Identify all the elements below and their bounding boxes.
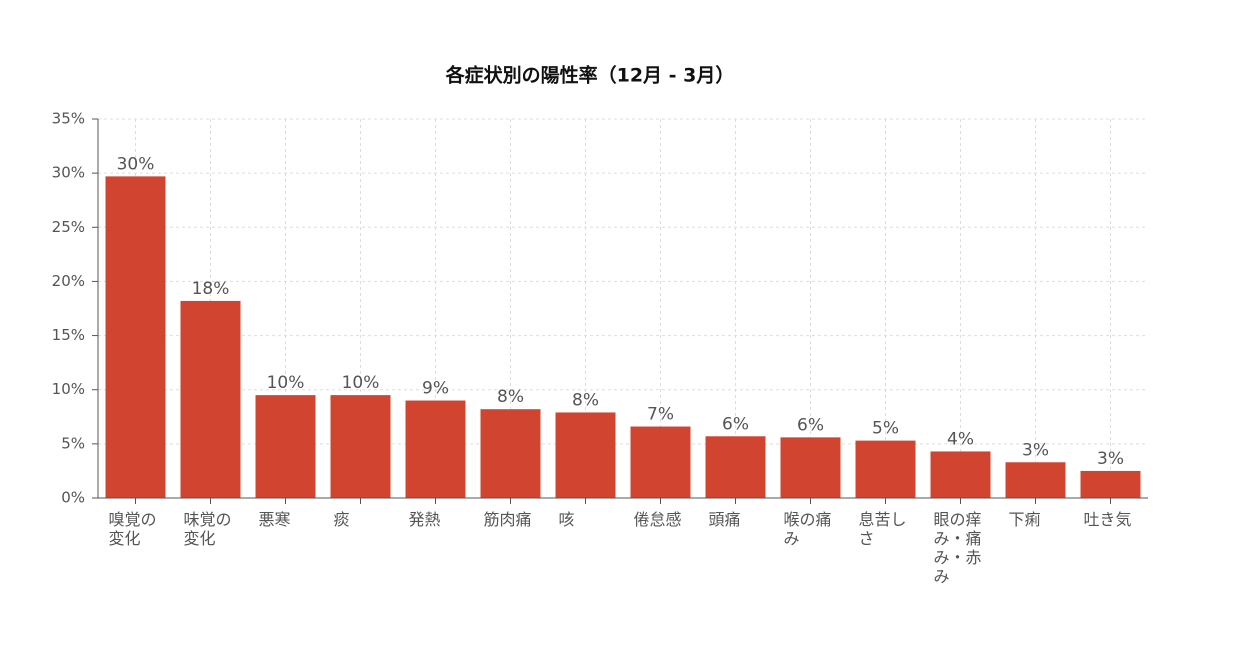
value-label: 18% (192, 279, 230, 299)
bar (780, 437, 841, 498)
x-tick-label: 悪寒 (258, 510, 291, 529)
value-label: 6% (797, 415, 824, 435)
value-label: 3% (1097, 449, 1124, 469)
x-tick-label: 息苦しさ (858, 510, 907, 548)
value-label: 4% (947, 429, 974, 449)
bar (330, 395, 391, 498)
y-tick-label: 0% (61, 489, 85, 507)
bar (180, 300, 241, 498)
x-tick-label: 喉の痛み (783, 510, 832, 548)
value-label: 8% (497, 387, 524, 407)
x-tick-label: 痰 (333, 510, 350, 529)
y-tick-label: 15% (52, 326, 85, 344)
bar (1005, 462, 1066, 498)
x-tick-label: 味覚の変化 (183, 510, 232, 548)
y-tick-label: 10% (52, 380, 85, 398)
value-label: 5% (872, 419, 899, 439)
value-label: 8% (572, 390, 599, 410)
x-tick-label: 発熱 (408, 510, 441, 529)
chart-title: 各症状別の陽性率（12月 - 3月） (445, 64, 735, 87)
y-tick-label: 5% (61, 434, 85, 452)
bar (930, 451, 991, 498)
x-tick-label: 眼の痒み・痛み・赤み (933, 510, 982, 586)
x-tick-label: 頭痛 (708, 510, 741, 529)
x-tick-label: 筋肉痛 (483, 510, 532, 529)
bar (105, 176, 166, 499)
x-tick-label: 咳 (558, 510, 575, 529)
x-tick-label: 吐き気 (1083, 510, 1132, 529)
bar (855, 440, 916, 498)
value-label: 7% (647, 405, 674, 425)
bar (630, 426, 691, 498)
x-tick-label: 嗅覚の変化 (108, 510, 157, 548)
y-tick-label: 20% (52, 272, 85, 290)
bar (255, 395, 316, 498)
y-tick-label: 35% (52, 110, 85, 128)
value-label: 3% (1022, 440, 1049, 460)
x-tick-label: 下痢 (1008, 510, 1041, 529)
bar (555, 412, 616, 498)
value-label: 9% (422, 379, 449, 399)
bar (1080, 470, 1141, 498)
y-tick-label: 30% (52, 164, 85, 182)
bar (480, 409, 541, 498)
y-tick-label: 25% (52, 218, 85, 236)
x-tick-label: 倦怠感 (633, 510, 682, 529)
value-label: 6% (722, 414, 749, 434)
bar (405, 400, 466, 498)
bar (705, 436, 766, 498)
value-label: 10% (267, 373, 305, 393)
value-label: 30% (117, 154, 155, 174)
value-label: 10% (342, 373, 380, 393)
